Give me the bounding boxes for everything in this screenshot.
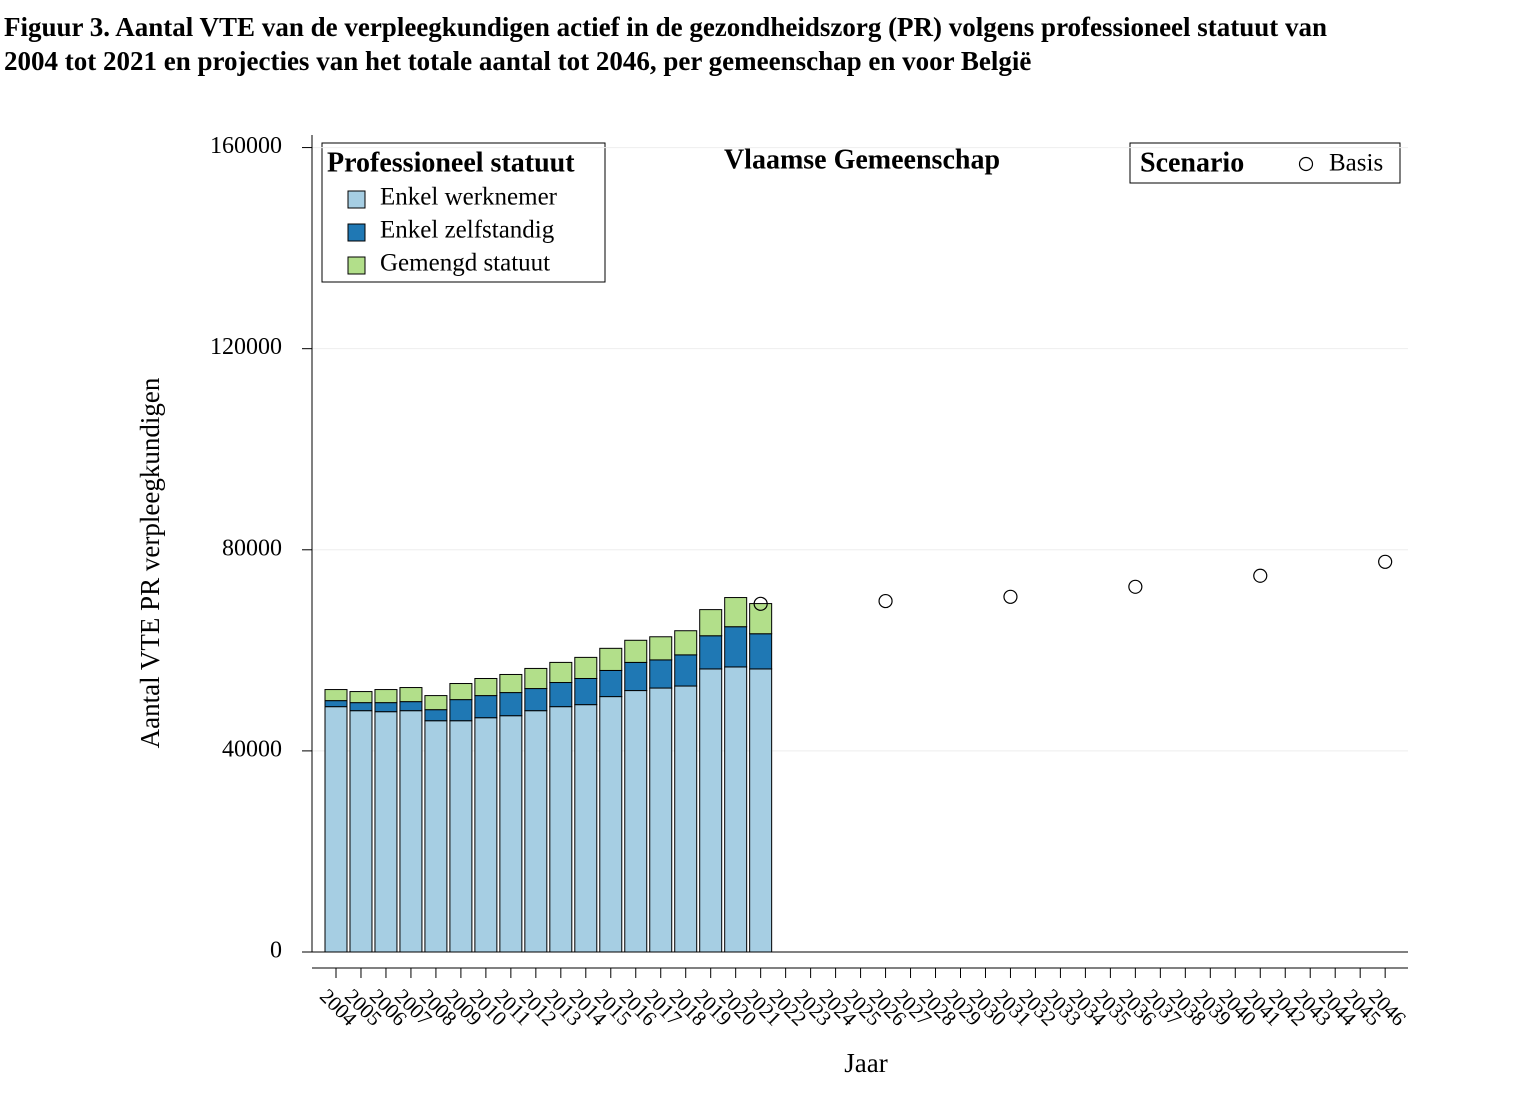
bar [324,689,348,702]
bar [649,636,673,661]
legend-swatch [347,223,366,242]
bar [749,668,773,953]
bar [424,720,448,953]
scatter-legend-title: Scenario [1140,147,1244,178]
bar [674,630,698,656]
legend-swatch [347,190,366,209]
bar [749,603,773,635]
bar [699,668,723,953]
bar [449,720,473,953]
bar [424,709,448,722]
bar [499,715,523,953]
bar [349,691,373,704]
bar [624,661,648,692]
bar [724,626,748,668]
legend-title: Professioneel statuut [327,147,575,178]
bar [524,667,548,690]
bar [499,673,523,694]
bar [624,639,648,663]
bar [449,683,473,701]
legend-marker [1298,156,1314,172]
bar [374,711,398,953]
bar [749,633,773,670]
point [1378,554,1393,569]
panel-title: Vlaamse Gemeenschap [724,144,1000,175]
bar [524,688,548,712]
point [753,596,768,611]
bar [349,710,373,953]
point [1003,589,1018,604]
bar [649,687,673,953]
bar [724,597,748,628]
bar [524,710,548,953]
chart-title: Figuur 3. Aantal VTE van de verpleegkund… [4,12,1327,42]
bar [424,695,448,711]
y-tick-label: 0 [270,938,282,964]
bar [549,661,573,684]
legend-box [321,142,606,283]
legend-swatch [347,256,366,275]
bar [624,690,648,953]
bar [699,635,723,670]
legend-label: Basis [1329,150,1383,177]
bar [574,704,598,953]
bar [674,654,698,687]
point [1253,568,1268,583]
bar [449,699,473,722]
bar [399,687,423,703]
y-axis-label: Aantal VTE PR verpleegkundigen [135,377,165,748]
bar [399,701,423,712]
bar [599,669,623,698]
bar [724,666,748,953]
point [878,593,893,609]
scatter-legend-box [1129,142,1401,184]
y-tick-label: 160000 [210,133,282,159]
bar [599,647,623,671]
bar [474,677,498,697]
legend-label: Enkel zelfstandig [380,217,555,244]
bar [474,717,498,953]
y-tick-label: 80000 [222,535,282,561]
bar [674,685,698,953]
bar [574,656,598,679]
chart-title: 2004 tot 2021 en projecties van het tota… [4,46,1031,76]
bar [399,710,423,953]
legend-label: Gemengd statuut [380,250,550,277]
bar [324,706,348,953]
bar [549,706,573,953]
bar [599,696,623,953]
bar [574,677,598,706]
y-tick-label: 40000 [222,736,282,762]
y-tick-label: 120000 [210,334,282,360]
legend-label: Enkel werknemer [380,184,558,211]
bar [474,695,498,719]
bar [699,609,723,637]
x-axis-label: Jaar [844,1048,887,1078]
bar [499,692,523,717]
bar [649,659,673,689]
point [1128,579,1143,594]
bar [549,682,573,708]
bar [349,702,373,712]
bar [324,700,348,708]
bar [374,702,398,713]
bar [374,689,398,704]
